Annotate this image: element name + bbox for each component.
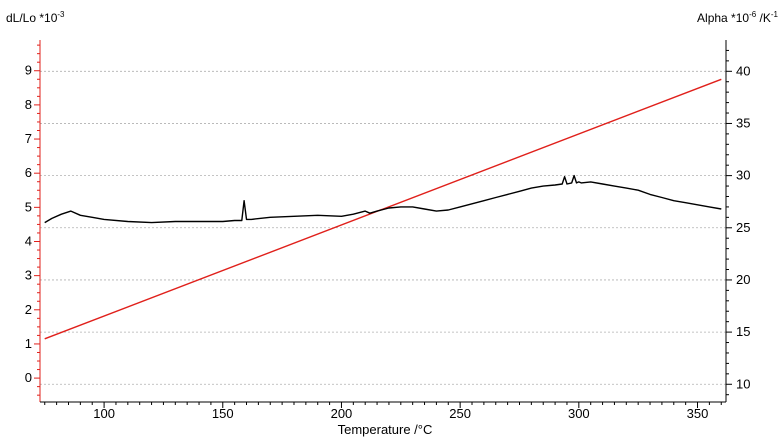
- right-tick-label: 35: [736, 115, 750, 130]
- x-axis-ticks: 100 150 200 250 300 350: [44, 402, 722, 421]
- x-axis-title: Temperature /°C: [338, 422, 433, 437]
- y-right-axis-title: Alpha *10-6 /K-1: [697, 10, 779, 25]
- left-axis-ticks: 0 1 2 3 4 5 6 7 8 9: [25, 44, 40, 396]
- left-tick-label: 4: [25, 233, 32, 248]
- x-tick-label: 350: [687, 406, 709, 421]
- series-group: [44, 78, 722, 340]
- right-tick-label: 40: [736, 63, 750, 78]
- right-tick-label: 25: [736, 220, 750, 235]
- right-tick-label: 10: [736, 376, 750, 391]
- right-axis-ticks: 10 15 20 25 30 35 40: [726, 49, 750, 396]
- x-tick-label: 300: [568, 406, 590, 421]
- left-tick-label: 6: [25, 165, 32, 180]
- left-tick-label: 9: [25, 63, 32, 78]
- left-tick-label: 2: [25, 302, 32, 317]
- x-tick-label: 250: [449, 406, 471, 421]
- series-line-2: [44, 174, 722, 224]
- y-left-axis-title: dL/Lo *10-3: [6, 10, 65, 25]
- x-tick-label: 200: [331, 406, 353, 421]
- left-tick-label: 7: [25, 131, 32, 146]
- x-tick-label: 150: [212, 406, 234, 421]
- right-tick-label: 20: [736, 272, 750, 287]
- left-tick-label: 1: [25, 336, 32, 351]
- x-tick-label: 100: [93, 406, 115, 421]
- left-tick-label: 5: [25, 199, 32, 214]
- right-tick-label: 15: [736, 324, 750, 339]
- grid-lines: [40, 70, 726, 385]
- right-tick-label: 30: [736, 168, 750, 183]
- left-tick-label: 3: [25, 268, 32, 283]
- left-tick-label: 0: [25, 370, 32, 385]
- left-tick-label: 8: [25, 97, 32, 112]
